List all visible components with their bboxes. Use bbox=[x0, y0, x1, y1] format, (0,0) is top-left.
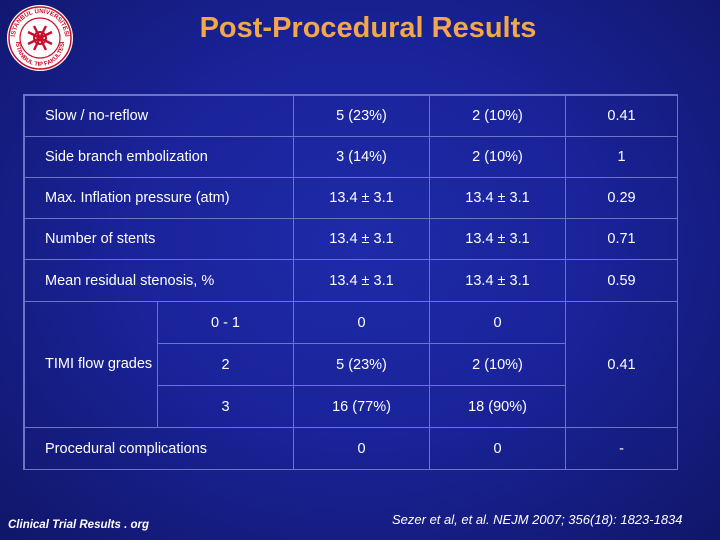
group-a-value: 13.4 ± 3.1 bbox=[293, 218, 430, 260]
p-value: 0.41 bbox=[565, 95, 678, 137]
university-seal-icon: İSTANBUL ÜNİVERSİTESİ İSTANBUL TIP FAKÜL… bbox=[7, 5, 73, 71]
group-a-value: 16 (77%) bbox=[293, 385, 430, 428]
group-b-value: 18 (90%) bbox=[429, 385, 566, 428]
p-value: 0.59 bbox=[565, 259, 678, 302]
table-row-side-branch: Side branch embolization 3 (14%) 2 (10%)… bbox=[24, 136, 678, 178]
group-b-value: 2 (10%) bbox=[429, 95, 566, 137]
group-b-value: 13.4 ± 3.1 bbox=[429, 259, 566, 302]
table-row-inflation-pressure: Max. Inflation pressure (atm) 13.4 ± 3.1… bbox=[24, 177, 678, 219]
group-a-value: 5 (23%) bbox=[293, 343, 430, 386]
group-b-value: 0 bbox=[429, 301, 566, 344]
group-b-value: 0 bbox=[429, 427, 566, 470]
p-value: - bbox=[565, 427, 678, 470]
p-value: 0.71 bbox=[565, 218, 678, 260]
group-b-value: 2 (10%) bbox=[429, 136, 566, 178]
group-a-value: 5 (23%) bbox=[293, 95, 430, 137]
group-a-value: 0 bbox=[293, 301, 430, 344]
row-label: Procedural complications bbox=[24, 427, 294, 470]
table-row-residual-stenosis: Mean residual stenosis, % 13.4 ± 3.1 13.… bbox=[24, 259, 678, 302]
group-a-value: 13.4 ± 3.1 bbox=[293, 259, 430, 302]
row-label: Number of stents bbox=[24, 218, 294, 260]
group-a-value: 13.4 ± 3.1 bbox=[293, 177, 430, 219]
timi-label: TIMI flow grades bbox=[24, 301, 158, 428]
timi-grade: 0 - 1 bbox=[157, 301, 294, 344]
table-row-number-of-stents: Number of stents 13.4 ± 3.1 13.4 ± 3.1 0… bbox=[24, 218, 678, 260]
row-label: Slow / no-reflow bbox=[24, 95, 294, 137]
group-b-value: 13.4 ± 3.1 bbox=[429, 218, 566, 260]
row-label: Max. Inflation pressure (atm) bbox=[24, 177, 294, 219]
row-label: Side branch embolization bbox=[24, 136, 294, 178]
p-value: 0.29 bbox=[565, 177, 678, 219]
footer-citation: Sezer et al, et al. NEJM 2007; 356(18): … bbox=[392, 512, 683, 527]
row-label: Mean residual stenosis, % bbox=[24, 259, 294, 302]
table-row-slow-no-reflow: Slow / no-reflow 5 (23%) 2 (10%) 0.41 bbox=[24, 95, 678, 137]
group-b-value: 2 (10%) bbox=[429, 343, 566, 386]
results-table: Slow / no-reflow 5 (23%) 2 (10%) 0.41 Si… bbox=[23, 94, 678, 470]
group-a-value: 3 (14%) bbox=[293, 136, 430, 178]
timi-grade: 3 bbox=[157, 385, 294, 428]
timi-grade: 2 bbox=[157, 343, 294, 386]
table-row-procedural-complications: Procedural complications 0 0 - bbox=[24, 427, 678, 470]
timi-p-value: 0.41 bbox=[565, 301, 678, 428]
table-row-timi-grade-0-1: TIMI flow grades 0 - 1 0 0 0.41 bbox=[24, 301, 678, 428]
footer-source-site: Clinical Trial Results . org bbox=[8, 519, 150, 531]
p-value: 1 bbox=[565, 136, 678, 178]
group-a-value: 0 bbox=[293, 427, 430, 470]
group-b-value: 13.4 ± 3.1 bbox=[429, 177, 566, 219]
slide-title: Post-Procedural Results bbox=[199, 12, 537, 44]
